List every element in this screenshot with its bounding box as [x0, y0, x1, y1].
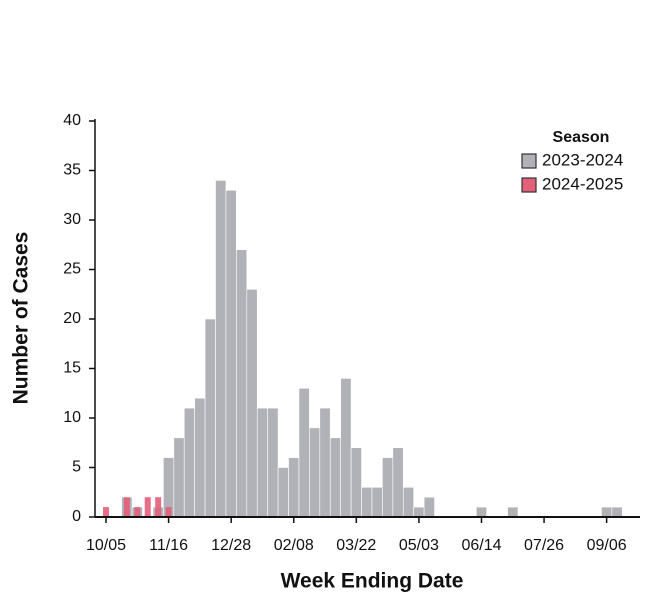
x-tick-label: 07/26: [524, 537, 564, 554]
bar: [155, 497, 162, 517]
bar: [144, 497, 151, 517]
bar: [475, 506, 487, 518]
bar: [392, 447, 404, 518]
bar: [382, 457, 394, 518]
x-tick-label: 06/14: [461, 537, 501, 554]
bar: [194, 397, 206, 518]
y-tick-label: 0: [72, 508, 81, 525]
bar: [165, 507, 172, 517]
y-tick-label: 20: [63, 310, 81, 327]
y-tick-label: 40: [63, 112, 81, 129]
y-tick-label: 5: [72, 459, 81, 476]
bar: [361, 486, 373, 518]
x-tick-label: 02/08: [274, 537, 314, 554]
legend-title: Season: [553, 129, 610, 146]
bar: [298, 387, 310, 518]
legend-swatch: [521, 177, 537, 193]
x-tick-label: 03/22: [336, 537, 376, 554]
bar: [601, 506, 613, 518]
bar: [329, 437, 341, 518]
bar: [204, 318, 216, 518]
bar: [402, 486, 414, 518]
x-tick-label: 05/03: [399, 537, 439, 554]
bar: [183, 407, 195, 518]
y-tick-label: 25: [63, 261, 81, 278]
bar: [288, 457, 300, 518]
x-tick-label: 12/28: [211, 537, 251, 554]
y-axis-title: Number of Cases: [10, 232, 33, 405]
bar: [134, 507, 141, 517]
bar: [340, 378, 352, 518]
bar: [371, 486, 383, 518]
x-tick-label: 09/06: [587, 537, 627, 554]
bar: [507, 506, 519, 518]
bar: [215, 180, 227, 518]
bar: [256, 407, 268, 518]
bar: [350, 447, 362, 518]
legend-swatch: [521, 153, 537, 169]
bar: [236, 249, 248, 518]
y-tick-label: 35: [63, 162, 81, 179]
legend-label: 2023-2024: [542, 150, 623, 169]
y-tick-label: 30: [63, 211, 81, 228]
legend-label: 2024-2025: [542, 174, 623, 193]
bar: [611, 506, 623, 518]
bar: [103, 507, 109, 517]
x-tick-label: 11/16: [149, 537, 188, 554]
x-axis-title: Week Ending Date: [281, 570, 464, 593]
bar: [309, 427, 321, 518]
bar: [267, 407, 279, 518]
bar: [246, 288, 258, 518]
bar: [225, 190, 237, 518]
y-tick-label: 10: [63, 409, 81, 426]
bar: [277, 467, 289, 518]
bar: [123, 497, 130, 517]
x-tick-label: 10/05: [86, 537, 126, 554]
bar: [319, 407, 331, 518]
bar: [423, 496, 435, 518]
y-tick-label: 15: [63, 360, 81, 377]
bar: [413, 506, 425, 518]
bar: [173, 437, 185, 518]
